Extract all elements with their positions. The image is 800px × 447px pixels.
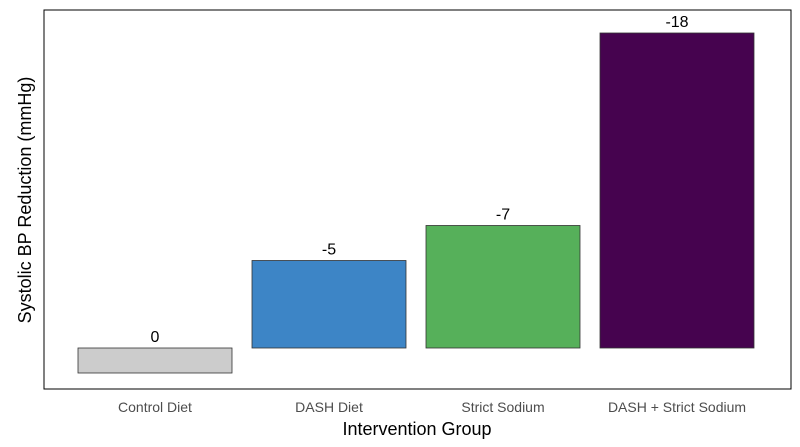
value-label: -5 <box>322 242 336 259</box>
x-tick-label: DASH Diet <box>295 399 363 415</box>
x-tick-label: Control Diet <box>118 399 192 415</box>
y-axis-title: Systolic BP Reduction (mmHg) <box>15 77 35 324</box>
value-labels-group: 0 -5 -7 -18 <box>151 14 689 346</box>
plot-panel-border <box>43 9 792 390</box>
bar-control-diet <box>77 347 233 374</box>
x-tick-label: Strict Sodium <box>461 399 544 415</box>
value-label: 0 <box>151 329 160 346</box>
bar-dash-strict-sodium <box>599 32 755 349</box>
x-axis-title: Intervention Group <box>342 419 491 439</box>
bar-dash-diet <box>251 260 407 349</box>
value-label: -7 <box>496 207 510 224</box>
x-tick-label: DASH + Strict Sodium <box>608 399 746 415</box>
value-label: -18 <box>665 14 688 31</box>
bar-strict-sodium <box>425 225 581 349</box>
x-tick-labels-group: Control Diet DASH Diet Strict Sodium DASH +… <box>118 399 746 415</box>
bars-group <box>77 32 755 374</box>
